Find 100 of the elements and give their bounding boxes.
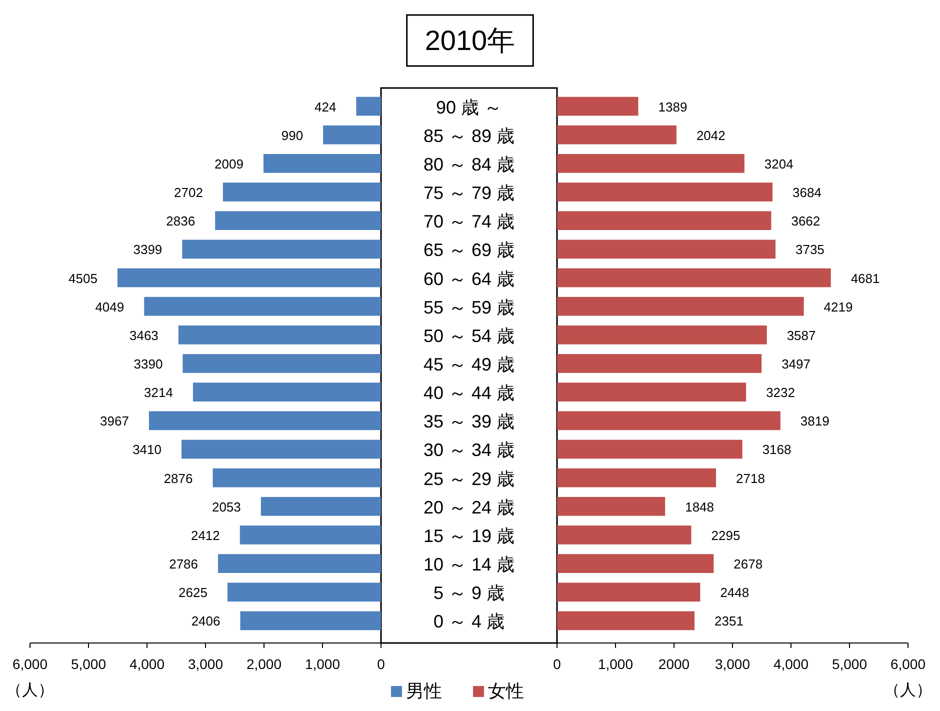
data-label: 4049 — [95, 299, 124, 314]
data-label: 990 — [281, 128, 304, 143]
bar — [557, 411, 780, 430]
bar — [557, 554, 714, 573]
data-label: 3819 — [800, 414, 830, 429]
x-tick-label: 5,000 — [832, 656, 868, 672]
y-tick-label: 80 ～ 84 歳 — [423, 154, 515, 174]
data-label: 2009 — [214, 156, 244, 172]
y-tick-label: 0 ～ 4 歳 — [433, 612, 505, 632]
y-tick-label: 60 ～ 64 歳 — [423, 268, 515, 289]
x-tick-label: 3,000 — [188, 656, 224, 672]
bar — [557, 296, 804, 316]
bar — [222, 182, 381, 202]
x-axis-title: （人） — [884, 682, 932, 699]
data-label: 3214 — [144, 385, 173, 400]
bar — [557, 440, 742, 459]
data-label: 4681 — [850, 270, 880, 286]
x-tick-label: 4,000 — [773, 656, 809, 672]
bar — [182, 440, 381, 459]
x-tick-label: 2,000 — [246, 656, 282, 672]
data-label: 2836 — [166, 214, 196, 229]
bar — [323, 125, 381, 144]
bar — [240, 526, 381, 544]
y-tick-label: 25 ～ 29 歳 — [423, 468, 515, 489]
bar — [557, 125, 676, 144]
y-tick-label: 30 ～ 34 歳 — [423, 440, 515, 460]
y-tick-label: 85 ～ 89 歳 — [423, 126, 515, 146]
x-tick-label: 3,000 — [714, 656, 750, 672]
legend-label: 男性 — [406, 681, 442, 701]
y-tick-label: 55 ～ 59 歳 — [423, 297, 515, 318]
bar — [557, 182, 773, 202]
bar — [240, 611, 381, 630]
data-label: 2042 — [696, 128, 726, 143]
bar — [260, 496, 381, 516]
data-label: 2351 — [714, 614, 744, 629]
y-tick-label: 20 ～ 24 歳 — [423, 497, 515, 518]
bar — [557, 154, 744, 173]
data-label: 3684 — [792, 185, 822, 200]
bar — [192, 382, 381, 402]
data-label: 2702 — [174, 185, 203, 200]
data-label: 3463 — [129, 328, 158, 343]
data-label: 2053 — [212, 499, 241, 514]
data-label: 3497 — [782, 356, 810, 372]
data-label: 2876 — [164, 470, 193, 486]
x-tick-label: 6,000 — [890, 656, 926, 672]
bar — [263, 154, 381, 173]
bar — [182, 354, 381, 373]
data-label: 424 — [314, 99, 336, 114]
bar — [117, 268, 381, 288]
data-label: 3967 — [100, 414, 129, 429]
y-tick-label: 5 ～ 9 歳 — [433, 583, 505, 604]
data-label: 2718 — [736, 470, 765, 486]
bar — [557, 268, 831, 288]
data-label: 2786 — [169, 556, 198, 572]
bar — [557, 354, 762, 373]
data-label: 3735 — [795, 242, 824, 258]
bar — [356, 96, 381, 116]
y-tick-label: 75 ～ 79 歳 — [423, 183, 515, 204]
x-tick-label: 1,000 — [598, 656, 634, 672]
data-label: 4505 — [68, 270, 98, 286]
bar — [557, 96, 638, 116]
data-label: 2406 — [191, 614, 220, 629]
bar — [212, 468, 381, 488]
data-label: 3399 — [133, 242, 162, 258]
bar — [182, 240, 381, 259]
bar — [144, 296, 381, 316]
data-label: 2448 — [720, 585, 750, 600]
bar — [178, 325, 381, 344]
x-tick-label: 0 — [377, 656, 386, 672]
data-label: 3587 — [786, 328, 816, 343]
data-label: 3662 — [791, 214, 820, 229]
x-tick-label: 2000 — [658, 656, 690, 672]
bar — [557, 325, 767, 344]
data-label: 3204 — [764, 156, 794, 172]
bar — [557, 468, 716, 488]
y-tick-label: 15 ～ 19 歳 — [423, 526, 515, 546]
bar — [557, 382, 746, 402]
y-tick-label: 65 ～ 69 歳 — [423, 240, 515, 260]
y-tick-label: 40 ～ 44 歳 — [423, 383, 515, 404]
x-tick-label: 4,000 — [129, 656, 165, 672]
y-tick-label: 35 ～ 39 歳 — [423, 412, 515, 432]
x-axis-title: （人） — [6, 682, 54, 699]
data-label: 2625 — [178, 585, 208, 600]
data-label: 3390 — [134, 356, 163, 372]
x-tick-label: 5,000 — [70, 656, 106, 672]
x-tick-label: 1,000 — [304, 656, 340, 672]
bar — [557, 211, 772, 230]
bar — [218, 554, 381, 573]
bar — [227, 582, 381, 602]
y-tick-label: 70 ～ 74 歳 — [423, 212, 515, 232]
data-label: 3232 — [766, 385, 795, 400]
bar — [557, 526, 692, 544]
y-tick-label: 90 歳 ～ — [436, 97, 502, 118]
y-tick-label: 10 ～ 14 歳 — [423, 554, 515, 575]
data-label: 2295 — [711, 528, 740, 543]
y-tick-label: 45 ～ 49 歳 — [423, 354, 515, 374]
y-tick-label: 50 ～ 54 歳 — [423, 326, 515, 346]
bar — [557, 582, 700, 602]
data-label: 3168 — [762, 442, 792, 458]
bar — [557, 240, 776, 259]
